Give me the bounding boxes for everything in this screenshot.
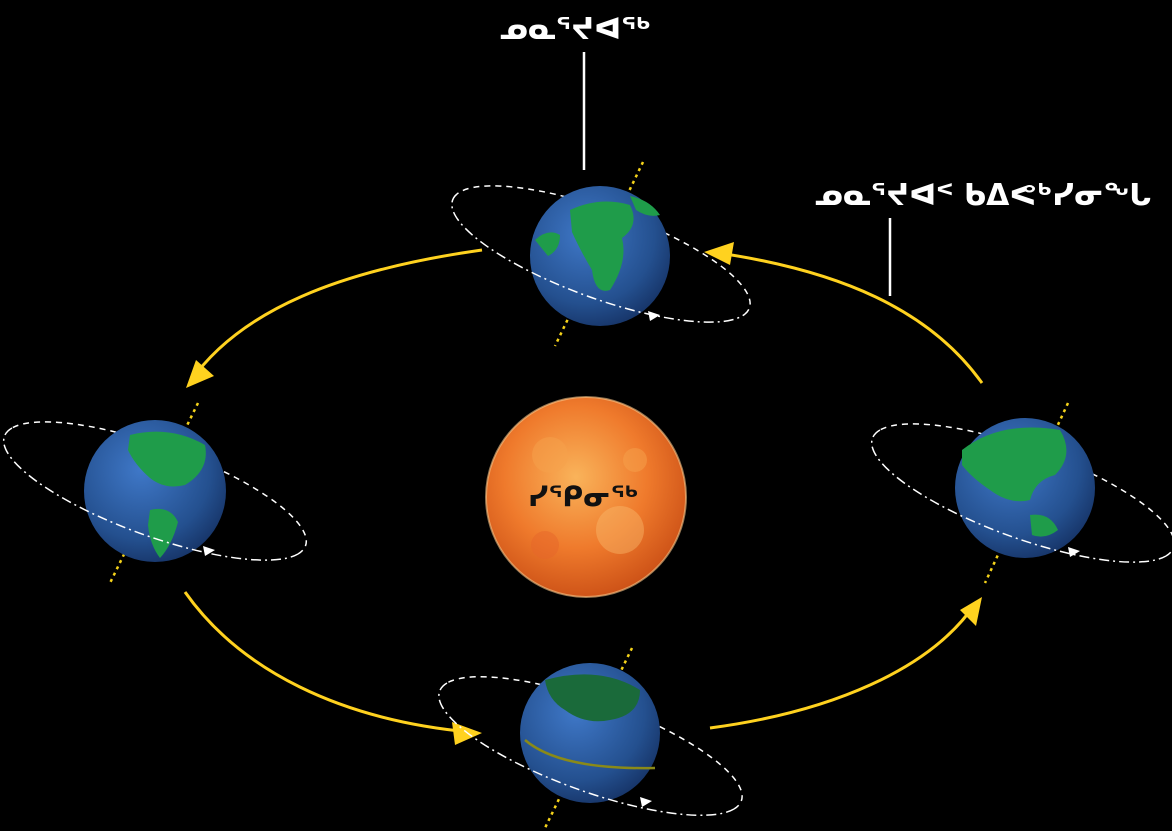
earth-bottom [438,647,743,829]
orbit-arrow-bottom-left [183,591,471,734]
arrowhead-top-right [704,242,734,265]
earth-left [2,402,308,584]
earth-right [870,402,1172,584]
earth-top [451,161,751,347]
label-sun: ᓯᕿᓂᖅ [528,480,639,513]
label-earth: ᓄᓇᕐᔪᐊᖅ [500,12,651,47]
sun [485,396,687,598]
label-earth-orbit: ᓄᓇᕐᔪᐊᑉ ᑲᐃᕙᒃᓯᓂᖓ [815,178,1152,213]
orbit-arrow-bottom-right [709,603,977,730]
arrowhead-top-left [186,360,214,388]
orbit-arrow-top-left [188,248,483,383]
arrowhead-bottom-right [960,597,982,626]
orbit-arrow-top-right [711,250,984,384]
orbit-arrows [183,248,984,734]
